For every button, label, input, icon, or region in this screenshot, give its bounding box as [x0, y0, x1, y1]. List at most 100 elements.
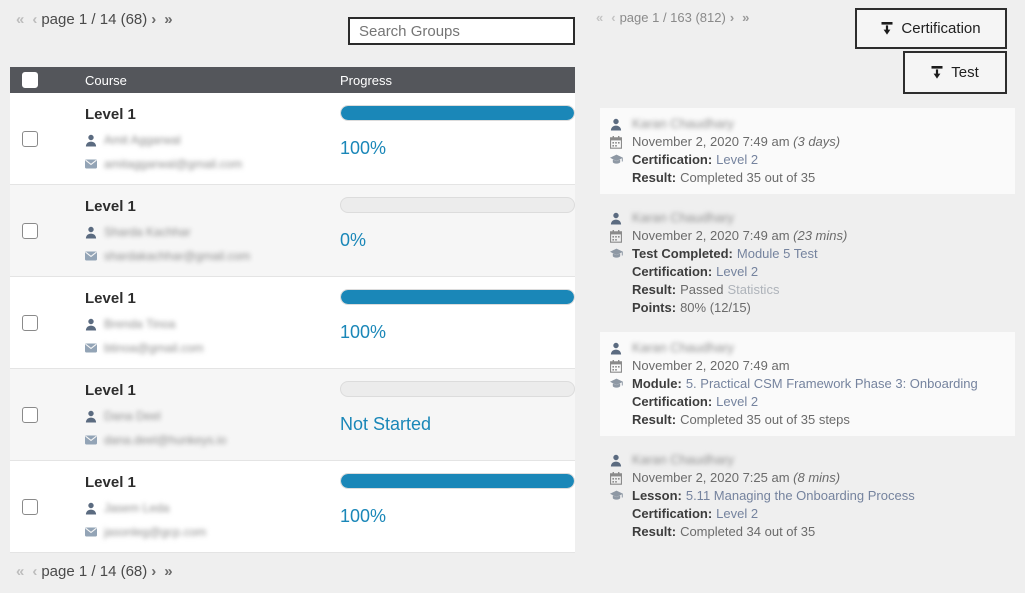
student-email: shardakachhar@gmail.com	[104, 249, 251, 263]
first-page-button[interactable]: «	[16, 11, 25, 28]
statistics-link[interactable]: Statistics	[727, 282, 780, 297]
email-icon	[85, 526, 97, 538]
activity-line-label: Module:	[632, 376, 682, 391]
certification-link[interactable]: Level 2	[716, 394, 759, 409]
next-page-button[interactable]: ›	[729, 10, 735, 25]
user-icon	[610, 451, 632, 467]
activity-date: November 2, 2020 7:49 am	[632, 228, 790, 243]
activity-line-label: Lesson:	[632, 488, 682, 503]
graduation-cap-icon	[610, 375, 632, 388]
graduation-cap-icon	[610, 245, 632, 258]
last-page-button[interactable]: »	[164, 11, 173, 28]
table-row[interactable]: Level 1 Sharda Kachhar shardakachhar@gma…	[10, 185, 575, 277]
progress-label: 100%	[340, 506, 387, 526]
activity-elapsed: (8 mins)	[789, 470, 841, 485]
activity-elapsed: (3 days)	[789, 134, 841, 149]
row-checkbox[interactable]	[22, 223, 38, 239]
first-page-button[interactable]: «	[596, 10, 604, 25]
activity-item: Karan Chaudhary November 2, 2020 7:25 am…	[600, 444, 1015, 548]
graduation-cap-icon	[610, 487, 632, 500]
activity-line-value: Completed 35 out of 35 steps	[680, 412, 850, 427]
first-page-button[interactable]: «	[16, 563, 25, 580]
activity-user-name[interactable]: Karan Chaudhary	[632, 452, 734, 467]
progress-label: 0%	[340, 230, 367, 250]
activity-line-value: Completed 34 out of 35	[680, 524, 816, 539]
module-link[interactable]: 5. Practical CSM Framework Phase 3: Onbo…	[685, 376, 978, 391]
row-checkbox[interactable]	[22, 499, 38, 515]
page-indicator: page 1 / 163 (812)	[619, 10, 726, 25]
certification-filter-button[interactable]: Certification	[855, 8, 1007, 49]
lesson-link[interactable]: 5.11 Managing the Onboarding Process	[685, 488, 915, 503]
activity-item: Karan Chaudhary November 2, 2020 7:49 am…	[600, 108, 1015, 194]
page-indicator: page 1 / 14 (68)	[41, 11, 148, 28]
last-page-button[interactable]: »	[164, 563, 173, 580]
user-icon	[85, 318, 97, 331]
calendar-icon	[610, 133, 632, 149]
activity-user-name[interactable]: Karan Chaudhary	[632, 340, 734, 355]
student-email: dana.deel@hunkeys.io	[104, 433, 227, 447]
progress-bar	[340, 105, 575, 121]
activity-line-label: Certification:	[632, 394, 713, 409]
prev-page-button[interactable]: ‹	[32, 563, 38, 580]
student-name: Brenda Tinoa	[104, 317, 176, 331]
progress-bar	[340, 289, 575, 305]
table-row[interactable]: Level 1 Amit Aggarwal amitaggarwal@gmail…	[10, 93, 575, 185]
progress-label: Not Started	[340, 414, 432, 434]
email-icon	[85, 434, 97, 446]
user-icon	[85, 226, 97, 239]
activity-date: November 2, 2020 7:25 am	[632, 470, 790, 485]
groups-progress-table: Course Progress Level 1 Amit Aggarwal am…	[10, 67, 575, 553]
row-checkbox[interactable]	[22, 315, 38, 331]
activity-date: November 2, 2020 7:49 am	[632, 358, 790, 373]
student-email: jasonleg@gcp.com	[104, 525, 207, 539]
progress-bar	[340, 197, 575, 213]
course-name: Level 1	[85, 198, 136, 215]
activity-line-value: Completed 35 out of 35	[680, 170, 816, 185]
table-row[interactable]: Level 1 Brenda Tinoa btinoa@gmail.com 10…	[10, 277, 575, 369]
table-row[interactable]: Level 1 Dana Deel dana.deel@hunkeys.io N…	[10, 369, 575, 461]
search-groups-input[interactable]	[348, 17, 575, 45]
test-link[interactable]: Module 5 Test	[736, 246, 818, 261]
user-icon	[85, 134, 97, 147]
activity-line-label: Result:	[632, 524, 677, 539]
row-checkbox[interactable]	[22, 407, 38, 423]
next-page-button[interactable]: ›	[151, 563, 157, 580]
next-page-button[interactable]: ›	[151, 11, 157, 28]
table-row[interactable]: Level 1 Jasem Leda jasonleg@gcp.com 100%	[10, 461, 575, 553]
user-icon	[610, 209, 632, 225]
test-filter-button[interactable]: Test	[903, 51, 1007, 94]
activity-line-label: Certification:	[632, 264, 713, 279]
activity-elapsed: (23 mins)	[789, 228, 848, 243]
activity-line-label: Points:	[632, 300, 677, 315]
row-checkbox[interactable]	[22, 131, 38, 147]
progress-column-header: Progress	[340, 72, 393, 88]
certification-link[interactable]: Level 2	[716, 506, 759, 521]
calendar-icon	[610, 469, 632, 485]
activity-user-name[interactable]: Karan Chaudhary	[632, 210, 734, 225]
table-header-row: Course Progress	[10, 67, 575, 93]
activity-line-label: Result:	[632, 412, 677, 427]
groups-pagination-bottom: « ‹ page 1 / 14 (68) › »	[12, 563, 177, 580]
activity-user-name[interactable]: Karan Chaudhary	[632, 116, 734, 131]
student-name: Jasem Leda	[104, 501, 170, 515]
graduation-cap-icon	[610, 151, 632, 164]
progress-bar	[340, 473, 575, 489]
user-icon	[85, 502, 97, 515]
filter-icon	[881, 22, 893, 35]
certification-link[interactable]: Level 2	[716, 152, 759, 167]
certification-link[interactable]: Level 2	[716, 264, 759, 279]
activity-item: Karan Chaudhary November 2, 2020 7:49 am…	[600, 332, 1015, 436]
page-indicator: page 1 / 14 (68)	[41, 563, 148, 580]
progress-bar	[340, 381, 575, 397]
groups-pagination-top: « ‹ page 1 / 14 (68) › »	[12, 11, 177, 28]
prev-page-button[interactable]: ‹	[32, 11, 38, 28]
activity-line-value: 80% (12/15)	[680, 300, 751, 315]
course-name: Level 1	[85, 106, 136, 123]
filter-icon	[931, 66, 943, 79]
student-email: btinoa@gmail.com	[104, 341, 204, 355]
select-all-checkbox[interactable]	[22, 72, 38, 88]
prev-page-button[interactable]: ‹	[611, 10, 616, 25]
last-page-button[interactable]: »	[742, 10, 750, 25]
course-name: Level 1	[85, 290, 136, 307]
email-icon	[85, 250, 97, 262]
